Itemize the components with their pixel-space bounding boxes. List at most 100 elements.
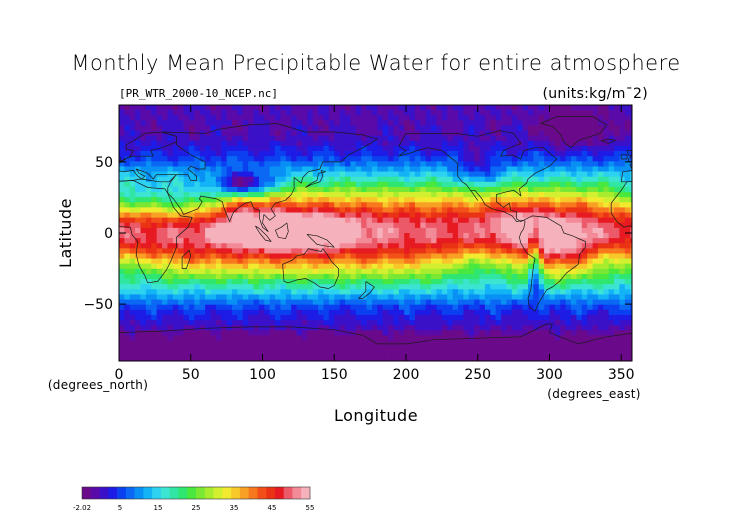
heatmap-cell [527, 238, 534, 244]
heatmap-cell [603, 181, 610, 188]
heatmap-cell [183, 202, 190, 208]
heatmap-cell [501, 279, 507, 285]
heatmap-cell [587, 299, 593, 306]
heatmap-cell [269, 294, 276, 300]
heatmap-cell [135, 140, 141, 147]
heatmap-cell [560, 355, 566, 362]
heatmap-cell [431, 176, 437, 183]
heatmap-cell [490, 222, 497, 229]
heatmap-cell [409, 171, 416, 178]
heatmap-cell [296, 186, 303, 193]
heatmap-cell [576, 197, 583, 203]
heatmap-cell [242, 273, 249, 280]
heatmap-cell [140, 350, 147, 357]
heatmap-cell [167, 176, 174, 183]
heatmap-cell [232, 299, 238, 306]
heatmap-cell [554, 320, 561, 326]
heatmap-cell [312, 263, 319, 270]
heatmap-cell [393, 125, 400, 131]
heatmap-cell [490, 263, 497, 270]
heatmap-cell [571, 289, 577, 295]
heatmap-cell [350, 197, 357, 203]
heatmap-cell [264, 110, 271, 116]
heatmap-cell [592, 279, 599, 285]
heatmap-cell [490, 309, 497, 316]
heatmap-cell [318, 314, 324, 321]
heatmap-cell [129, 258, 136, 265]
colorbar-tick-label: 15 [154, 504, 163, 512]
heatmap-cell [587, 289, 593, 295]
heatmap-cell [458, 330, 464, 336]
heatmap-cell [205, 105, 211, 111]
heatmap-cell [538, 350, 545, 357]
heatmap-cell [479, 284, 486, 290]
heatmap-cell [581, 279, 588, 285]
heatmap-cell [587, 166, 593, 172]
heatmap-cell [565, 171, 572, 178]
heatmap-cell [345, 227, 351, 234]
heatmap-cell [248, 289, 254, 295]
heatmap-cell [323, 233, 330, 239]
heatmap-cell [592, 350, 599, 357]
heatmap-cell [495, 156, 502, 162]
heatmap-cell [452, 340, 459, 346]
heatmap-cell [592, 217, 599, 224]
heatmap-cell [447, 345, 453, 352]
heatmap-cell [237, 284, 244, 290]
heatmap-cell [501, 217, 507, 224]
heatmap-cell [614, 212, 620, 218]
heatmap-cell [242, 238, 249, 244]
heatmap-cell [232, 192, 238, 198]
heatmap-cell [614, 340, 620, 346]
heatmap-cell [167, 227, 174, 234]
heatmap-cell [156, 140, 163, 147]
heatmap-cell [145, 350, 152, 357]
heatmap-cell [420, 171, 427, 178]
heatmap-cell [361, 299, 367, 306]
heatmap-cell [129, 207, 136, 213]
heatmap-cell [371, 105, 378, 111]
heatmap-cell [215, 217, 222, 224]
heatmap-cell [533, 145, 540, 152]
heatmap-cell [576, 202, 583, 208]
heatmap-cell [334, 263, 340, 270]
heatmap-cell [533, 289, 540, 295]
heatmap-cell [345, 350, 351, 357]
heatmap-cell [614, 151, 620, 157]
heatmap-cell [226, 176, 233, 183]
heatmap-cell [205, 140, 211, 147]
heatmap-cell [269, 268, 276, 275]
heatmap-cell [431, 330, 437, 336]
heatmap-cell [614, 181, 620, 188]
heatmap-cell [458, 145, 464, 152]
heatmap-cell [242, 233, 249, 239]
heatmap-cell [269, 202, 276, 208]
heatmap-cell [587, 268, 593, 275]
heatmap-cell [533, 110, 540, 116]
heatmap-cell [361, 192, 367, 198]
heatmap-cell [441, 156, 448, 162]
heatmap-cell [517, 120, 523, 126]
heatmap-cell [350, 207, 357, 213]
heatmap-cell [215, 145, 222, 152]
heatmap-cell [533, 335, 540, 341]
heatmap-cell [135, 248, 141, 254]
heatmap-cell [237, 289, 244, 295]
heatmap-cell [581, 294, 588, 300]
heatmap-cell [522, 151, 529, 157]
heatmap-cell [506, 120, 513, 126]
heatmap-cell [301, 294, 308, 300]
heatmap-cell [253, 243, 260, 249]
heatmap-cell [215, 263, 222, 270]
heatmap-cell [441, 125, 448, 131]
heatmap-cell [463, 289, 470, 295]
heatmap-cell [533, 279, 540, 285]
heatmap-cell [560, 243, 566, 249]
heatmap-cell [178, 320, 184, 326]
heatmap-cell [587, 151, 593, 157]
heatmap-cell [549, 279, 556, 285]
heatmap-cell [366, 314, 373, 321]
heatmap-cell [199, 335, 206, 341]
heatmap-cell [167, 299, 174, 306]
heatmap-cell [630, 233, 633, 239]
